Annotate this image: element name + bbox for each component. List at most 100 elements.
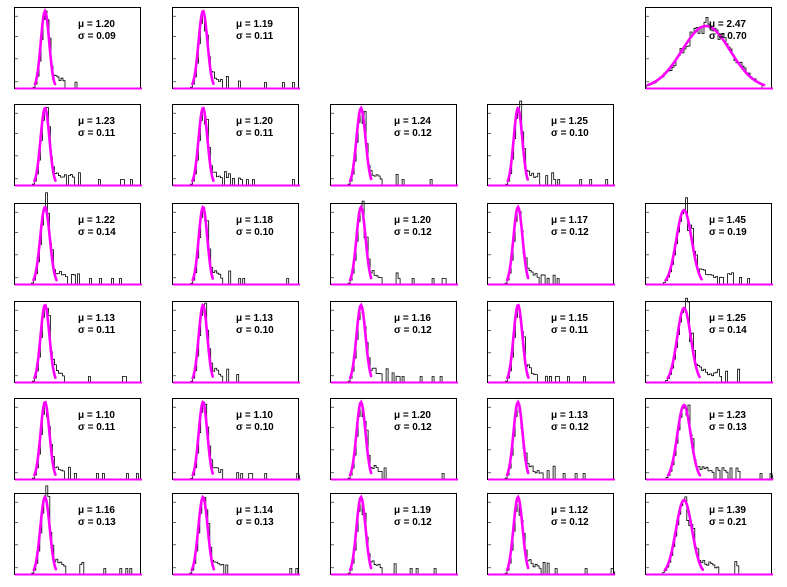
gaussian-fit-curve: [33, 7, 57, 86]
mean-label: μ = 1.17: [551, 215, 588, 226]
histogram-plot: [15, 400, 142, 481]
gaussian-fit-curve: [646, 24, 766, 87]
sigma-label: σ = 0.11: [78, 325, 116, 336]
histogram-panel: μ = 1.16 σ = 0.12: [330, 301, 458, 384]
mean-label: μ = 1.12: [551, 505, 588, 516]
histogram-panel: μ = 1.10 σ = 0.10: [172, 398, 301, 481]
histogram-panel: μ = 1.13 σ = 0.10: [172, 301, 300, 384]
mean-label: μ = 1.24: [394, 116, 431, 127]
sigma-label: σ = 0.11: [551, 325, 589, 336]
histogram-panel: μ = 1.25 σ = 0.14: [645, 297, 773, 384]
histogram-plot: [645, 15, 773, 90]
histogram-panel: μ = 1.25 σ = 0.10: [487, 100, 615, 187]
histogram-plot: [646, 496, 773, 576]
gaussian-fit-curve: [505, 494, 530, 572]
sigma-label: σ = 0.11: [236, 31, 274, 42]
sigma-label: σ = 0.14: [709, 325, 747, 336]
gaussian-fit-curve: [506, 303, 530, 380]
sigma-label: σ = 0.21: [709, 517, 747, 528]
gaussian-fit-curve: [348, 204, 373, 282]
sigma-label: σ = 0.11: [236, 128, 274, 139]
gaussian-fit-curve: [190, 494, 216, 572]
histogram-plot: [173, 494, 300, 576]
histogram-panel: μ = 1.22 σ = 0.14: [14, 192, 142, 286]
sigma-label: σ = 0.13: [236, 517, 274, 528]
mean-label: μ = 1.20: [394, 215, 431, 226]
histogram-panel: μ = 2.47 σ = 0.70: [645, 7, 773, 90]
sigma-label: σ = 0.14: [78, 227, 116, 238]
histogram-panel: μ = 1.23 σ = 0.13: [645, 398, 774, 481]
histogram-plot: [488, 494, 616, 576]
histogram-plot: [173, 302, 300, 384]
sigma-label: σ = 0.70: [709, 31, 747, 42]
mean-label: μ = 1.22: [78, 215, 115, 226]
histogram-plot: [331, 494, 458, 576]
mean-label: μ = 1.13: [236, 313, 273, 324]
histogram-panel: μ = 1.12 σ = 0.12: [487, 493, 616, 576]
gaussian-fit-curve: [348, 399, 373, 477]
mean-label: μ = 1.19: [236, 19, 273, 30]
histogram-plot: [15, 485, 142, 576]
sigma-label: σ = 0.12: [394, 128, 432, 139]
histogram-panel: μ = 1.19 σ = 0.11: [172, 7, 300, 90]
histogram-plot: [173, 9, 300, 90]
histogram-panel: μ = 1.19 σ = 0.12: [330, 493, 458, 576]
gaussian-fit-curve: [663, 498, 705, 572]
mean-label: μ = 1.25: [709, 313, 746, 324]
gaussian-fit-curve: [32, 206, 58, 282]
histogram-panel: μ = 1.10 σ = 0.11: [14, 398, 142, 481]
mean-label: μ = 1.23: [709, 410, 746, 421]
mean-label: μ = 2.47: [709, 19, 746, 30]
sigma-label: σ = 0.12: [394, 227, 432, 238]
sigma-label: σ = 0.10: [551, 128, 589, 139]
mean-label: μ = 1.23: [78, 116, 115, 127]
mean-label: μ = 1.18: [236, 215, 273, 226]
histogram-plot: [488, 303, 615, 384]
histogram-bars: [488, 100, 615, 186]
mean-label: μ = 1.10: [236, 410, 273, 421]
histogram-panel: μ = 1.15 σ = 0.11: [487, 301, 615, 384]
gaussian-fit-curve: [506, 105, 529, 183]
gaussian-fit-curve: [348, 494, 373, 572]
histogram-bars: [646, 197, 773, 285]
gaussian-fit-curve: [33, 303, 57, 380]
sigma-label: σ = 0.10: [236, 227, 274, 238]
sigma-label: σ = 0.13: [709, 422, 747, 433]
histogram-bars: [331, 200, 458, 285]
histogram-plot: [331, 200, 458, 286]
histogram-plot: [15, 303, 142, 384]
mean-label: μ = 1.16: [394, 313, 431, 324]
mean-label: μ = 1.20: [78, 19, 115, 30]
histogram-panel: μ = 1.23 σ = 0.11: [14, 104, 142, 187]
histogram-panel: μ = 1.13 σ = 0.12: [487, 398, 615, 481]
gaussian-fit-curve: [666, 306, 701, 380]
mean-label: μ = 1.13: [78, 313, 115, 324]
histogram-panel: μ = 1.14 σ = 0.13: [172, 493, 300, 576]
mean-label: μ = 1.45: [709, 215, 746, 226]
gaussian-fit-curve: [666, 403, 702, 477]
histogram-panel: μ = 1.17 σ = 0.12: [487, 203, 615, 286]
gaussian-fit-curve: [191, 302, 214, 380]
histogram-panel: μ = 1.45 σ = 0.19: [645, 197, 773, 286]
histogram-panel: μ = 1.20 σ = 0.12: [330, 398, 458, 481]
histogram-panel: μ = 1.24 σ = 0.12: [330, 104, 458, 187]
gaussian-fit-curve: [191, 9, 215, 86]
mean-label: μ = 1.39: [709, 505, 746, 516]
gaussian-fit-curve: [505, 204, 530, 282]
histogram-plot: [15, 7, 142, 90]
histogram-plot: [646, 297, 773, 384]
sigma-label: σ = 0.10: [236, 325, 274, 336]
gaussian-fit-curve: [191, 399, 214, 477]
mean-label: μ = 1.25: [551, 116, 588, 127]
histogram-plot: [331, 399, 458, 481]
gaussian-fit-curve: [191, 204, 214, 282]
mean-label: μ = 1.16: [78, 505, 115, 516]
histogram-plot: [488, 204, 615, 286]
histogram-panel: μ = 1.20 σ = 0.09: [14, 7, 142, 90]
gaussian-fit-curve: [32, 494, 58, 572]
sigma-label: σ = 0.10: [236, 422, 274, 433]
gaussian-fit-curve: [348, 302, 373, 380]
mean-label: μ = 1.13: [551, 410, 588, 421]
sigma-label: σ = 0.13: [78, 517, 116, 528]
